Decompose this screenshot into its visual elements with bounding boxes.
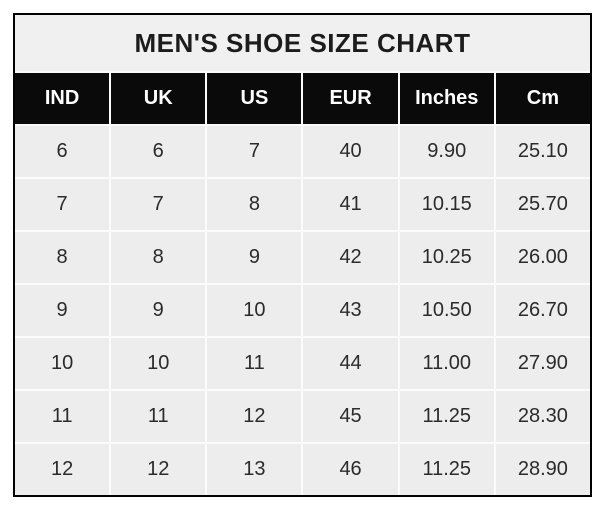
table-cell-row2-eur: 41 [303,179,398,230]
table-cell-row5-us: 11 [207,338,302,389]
table-cell-row1-inches: 9.90 [399,126,494,177]
table-cell-row7-inches: 11.25 [399,444,494,495]
size-table: MEN'S SHOE SIZE CHART IND UK US EUR Inches Cm… [13,13,592,497]
table-cell-row2-ind: 7 [15,179,110,230]
table-cell-row5-uk: 10 [111,338,206,389]
column-header-ind: IND [15,73,110,124]
table-cell-row7-us: 13 [207,444,302,495]
table-cell-row6-us: 12 [207,391,302,442]
table-cell-row2-uk: 7 [111,179,206,230]
column-header-us: US [207,73,302,124]
table-cell-row6-cm: 28.30 [495,391,590,442]
table-cell-row4-inches: 10.50 [399,285,494,336]
table-cell-row3-inches: 10.25 [399,232,494,283]
table-cell-row5-cm: 27.90 [495,338,590,389]
table-cell-row7-uk: 12 [111,444,206,495]
table-cell-row1-us: 7 [207,126,302,177]
table-cell-row2-inches: 10.15 [399,179,494,230]
table-cell-row4-uk: 9 [111,285,206,336]
table-cell-row7-eur: 46 [303,444,398,495]
table-cell-row5-inches: 11.00 [399,338,494,389]
column-header-cm: Cm [495,73,590,124]
table-cell-row7-cm: 28.90 [495,444,590,495]
column-header-inches: Inches [399,73,494,124]
table-cell-row1-eur: 40 [303,126,398,177]
table-cell-row1-ind: 6 [15,126,110,177]
table-cell-row4-us: 10 [207,285,302,336]
table-cell-row6-eur: 45 [303,391,398,442]
table-cell-row5-eur: 44 [303,338,398,389]
table-cell-row7-ind: 12 [15,444,110,495]
table-cell-row6-inches: 11.25 [399,391,494,442]
table-cell-row3-eur: 42 [303,232,398,283]
table-cell-row1-uk: 6 [111,126,206,177]
table-cell-row5-ind: 10 [15,338,110,389]
table-cell-row3-ind: 8 [15,232,110,283]
table-cell-row4-eur: 43 [303,285,398,336]
table-cell-row3-uk: 8 [111,232,206,283]
table-cell-row3-cm: 26.00 [495,232,590,283]
column-header-uk: UK [111,73,206,124]
table-cell-row4-cm: 26.70 [495,285,590,336]
table-cell-row2-us: 8 [207,179,302,230]
column-header-eur: EUR [303,73,398,124]
table-cell-row6-ind: 11 [15,391,110,442]
table-cell-row6-uk: 11 [111,391,206,442]
table-cell-row4-ind: 9 [15,285,110,336]
table-cell-row3-us: 9 [207,232,302,283]
table-cell-row1-cm: 25.10 [495,126,590,177]
table-cell-row2-cm: 25.70 [495,179,590,230]
table-title: MEN'S SHOE SIZE CHART [15,15,590,71]
